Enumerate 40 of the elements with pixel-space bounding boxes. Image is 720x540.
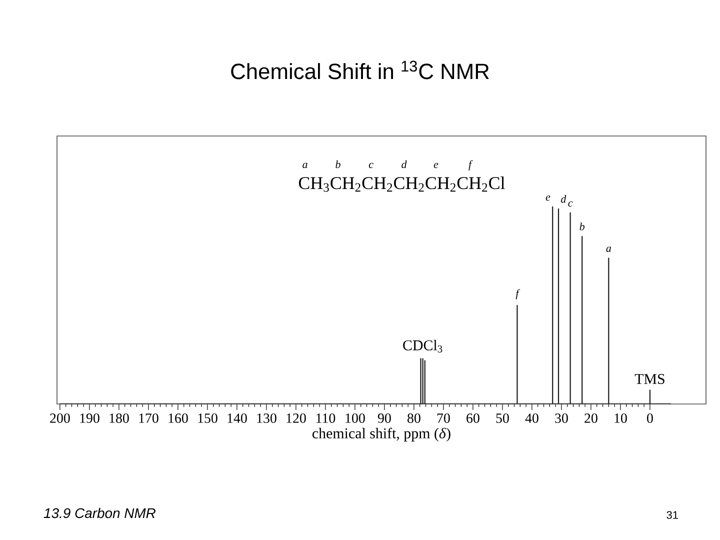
chart-title: Chemical Shift in $^{13}$C NMR — [231, 60, 489, 80]
x-tick-label: 200 — [50, 414, 70, 423]
x-tick-label: 40 — [525, 414, 538, 423]
x-tick-label: 150 — [198, 414, 218, 423]
text: 13.9 Carbon NMR — [44, 508, 156, 518]
x-tick-label: 80 — [408, 414, 420, 423]
x-tick-label: 160 — [168, 414, 188, 423]
x-tick-label: 50 — [496, 414, 509, 423]
x-tick-label: 70 — [437, 414, 450, 423]
x-tick-label: 30 — [555, 414, 568, 423]
text: e — [434, 162, 438, 168]
text: b — [336, 160, 340, 168]
x-tick-label: 190 — [80, 414, 100, 423]
text: d — [402, 160, 407, 168]
annotation: CDCl$_{3}$ — [403, 340, 442, 352]
text: a — [302, 162, 308, 168]
text: f — [468, 160, 473, 170]
x-tick-label: 170 — [139, 414, 158, 423]
x-tick-label: 90 — [378, 414, 391, 423]
text: CH$_{3}$CH$_{2}$CH$_{2}$CH$_{2}$CH$_{2}$CH$_{2}$Cl — [298, 176, 505, 192]
x-tick-label: 60 — [466, 414, 480, 423]
x-tick-label: 110 — [316, 414, 336, 423]
annotation: TMS — [634, 374, 664, 384]
x-tick-label: 130 — [257, 414, 276, 423]
x-tick-label: 180 — [110, 414, 129, 423]
x-tick-label: 10 — [614, 414, 627, 423]
x-tick-label: 140 — [228, 414, 247, 423]
annotation: c — [568, 201, 573, 207]
annotation: d — [561, 194, 566, 203]
x-tick-label: 100 — [346, 414, 365, 423]
x-tick-label: 0 — [646, 414, 653, 423]
text: c — [368, 162, 374, 168]
annotation: f — [516, 289, 520, 300]
x-tick-label: 120 — [286, 414, 306, 423]
annotation: b — [580, 222, 584, 230]
annotation: a — [606, 246, 611, 252]
text: 31 — [666, 511, 678, 519]
x-tick-label: 20 — [584, 414, 598, 423]
x-axis-title: chemical shift, ppm (δ) — [312, 428, 450, 442]
annotation: e — [546, 195, 550, 201]
